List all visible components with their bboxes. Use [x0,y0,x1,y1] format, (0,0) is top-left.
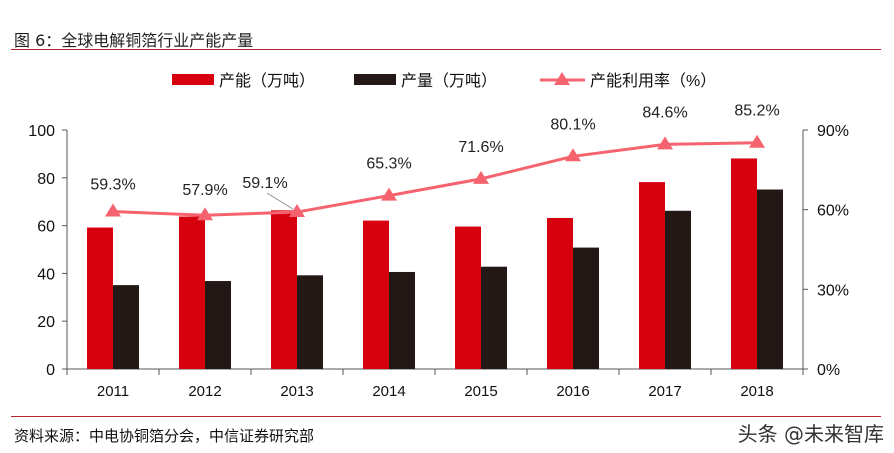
x-tick-label: 2015 [464,383,497,400]
data-label: 80.1% [550,116,595,133]
data-label: 71.6% [458,139,503,156]
utilization-marker [473,170,489,184]
data-label: 65.3% [366,156,411,173]
right-tick-label: 0% [817,362,840,379]
utilization-marker [197,207,213,221]
data-label: 85.2% [734,103,779,120]
x-tick-label: 2012 [188,383,221,400]
utilization-marker [105,203,121,217]
bar-production [297,275,323,369]
bar-capacity [87,227,113,369]
legend-marker [554,72,570,85]
left-tick-label: 80 [37,171,55,188]
bar-production [389,271,415,369]
left-tick-label: 100 [28,123,55,140]
data-label: 59.1% [242,175,287,192]
utilization-marker [565,148,581,162]
data-label: 84.6% [642,104,687,121]
utilization-marker [749,134,765,148]
utilization-marker [657,136,673,150]
data-label: 57.9% [182,182,227,199]
right-tick-label: 90% [817,123,849,140]
utilization-marker [289,204,305,218]
legend-label: 产能（万吨） [219,72,315,90]
label-leader-line [266,192,294,210]
utilization-line [112,141,758,217]
legend-swatch [172,74,214,85]
bar-capacity [271,210,297,369]
utilization-marker [381,187,397,201]
bar-capacity [455,226,481,369]
left-tick-label: 20 [37,314,55,331]
x-tick-label: 2014 [372,383,405,400]
x-tick-label: 2016 [556,383,589,400]
bar-capacity [731,158,757,369]
legend-label: 产能利用率（%） [590,72,716,90]
legend-swatch [354,74,396,85]
x-tick-label: 2013 [280,383,313,400]
bar-production [481,266,507,369]
watermark: 头条 @未来智库 [737,422,884,446]
left-tick-label: 40 [37,266,55,283]
data-label: 59.3% [90,177,135,194]
bar-capacity [639,182,665,369]
source-divider [11,416,881,417]
bar-production [665,210,691,369]
legend-label: 产量（万吨） [401,72,497,90]
bar-production [113,285,139,369]
bar-production [757,189,783,369]
right-tick-label: 30% [817,282,849,299]
right-tick-label: 60% [817,203,849,220]
bar-capacity [363,220,389,369]
chart-title: 图 6：全球电解铜箔行业产能产量 [14,31,254,50]
left-tick-label: 60 [37,219,55,236]
x-tick-label: 2011 [97,383,129,400]
x-tick-label: 2017 [648,383,681,400]
bar-production [205,281,231,369]
x-tick-label: 2018 [740,383,773,400]
bar-production [573,247,599,369]
title-divider [11,49,881,50]
bar-capacity [547,217,573,369]
source-note: 资料来源：中电协铜箔分会，中信证券研究部 [14,427,315,445]
bar-capacity [179,216,205,369]
left-tick-label: 0 [46,362,55,379]
